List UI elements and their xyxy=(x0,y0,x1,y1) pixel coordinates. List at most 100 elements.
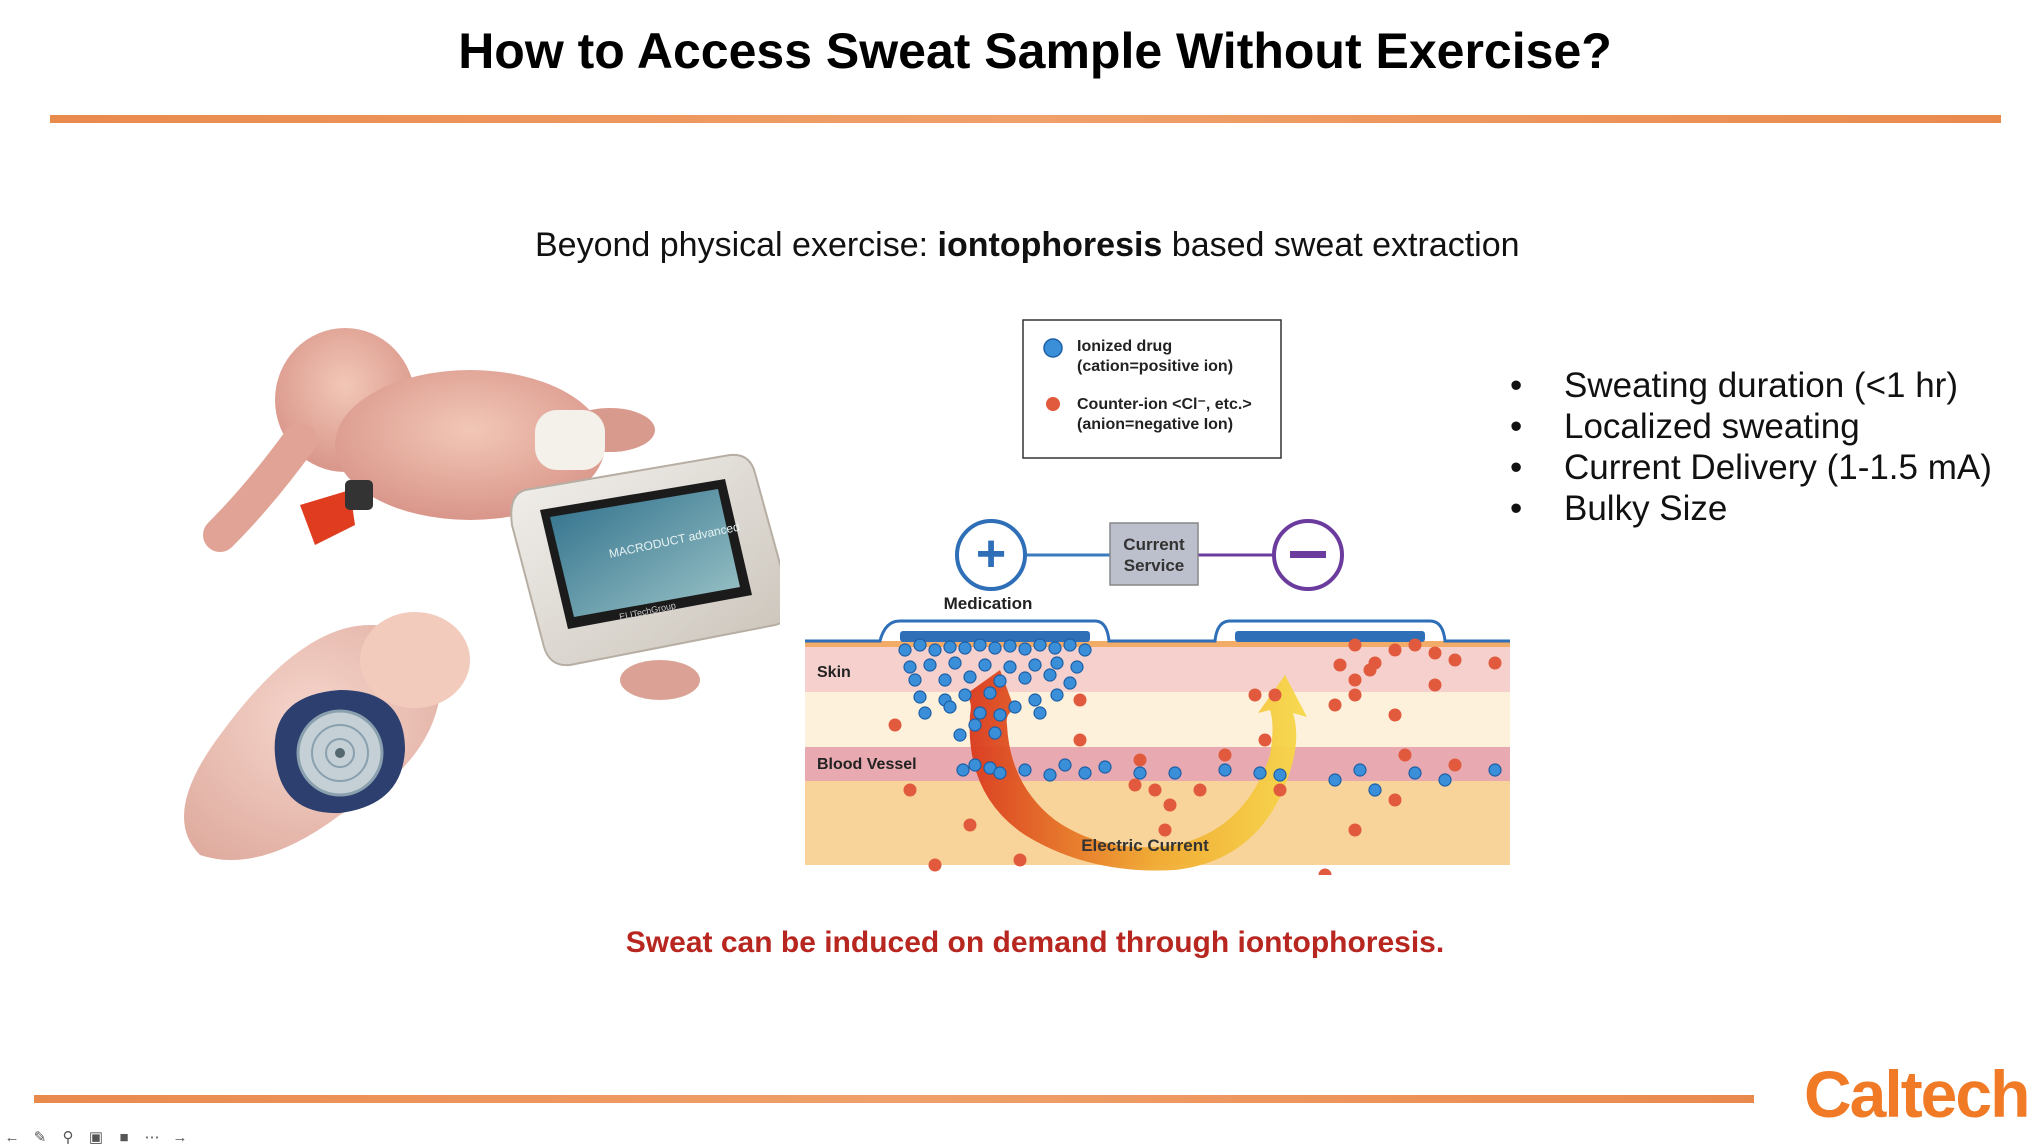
baby-foot xyxy=(620,660,700,700)
counter-ion xyxy=(1348,638,1362,652)
drug-ion xyxy=(1098,760,1112,774)
drug-ion xyxy=(956,763,970,777)
more-icon[interactable]: ⋯ xyxy=(144,1129,160,1146)
forward-icon[interactable]: → xyxy=(172,1129,188,1146)
counter-ion xyxy=(1148,783,1162,797)
cc-icon[interactable]: ▣ xyxy=(88,1129,104,1146)
drug-ion xyxy=(1050,688,1064,702)
infant-fist xyxy=(360,612,470,708)
drug-ion xyxy=(1078,766,1092,780)
drug-ion xyxy=(1050,656,1064,670)
drug-ion xyxy=(1028,693,1042,707)
wrist-sweat-collector xyxy=(274,690,405,814)
drug-ion xyxy=(1218,763,1232,777)
legend-drug-line2: (cation=positive ion) xyxy=(1077,358,1233,375)
drug-ion xyxy=(928,643,942,657)
counter-ion xyxy=(1163,798,1177,812)
electrode-clip xyxy=(345,480,373,510)
drug-ion xyxy=(948,656,962,670)
drug-ion xyxy=(1078,643,1092,657)
drug-ion xyxy=(1043,668,1057,682)
counter-ion xyxy=(1388,793,1402,807)
zoom-icon[interactable]: ⚲ xyxy=(62,1129,74,1146)
drug-ion xyxy=(943,700,957,714)
bottom-divider xyxy=(34,1095,1754,1103)
drug-ion xyxy=(913,638,927,652)
drug-ion xyxy=(983,686,997,700)
counter-ion xyxy=(1268,688,1282,702)
drug-ion xyxy=(938,673,952,687)
counter-ion xyxy=(1328,698,1342,712)
counter-ion xyxy=(1398,748,1412,762)
slide-title: How to Access Sweat Sample Without Exerc… xyxy=(458,23,1612,79)
drug-ion xyxy=(913,690,927,704)
drug-ion xyxy=(1253,766,1267,780)
legend-counter-line2: (anion=negative Ion) xyxy=(1077,416,1233,433)
drug-ion xyxy=(923,658,937,672)
electric-current-arrow xyxy=(965,670,1307,871)
counter-ion xyxy=(903,783,917,797)
counter-ion xyxy=(1488,656,1502,670)
presentation-toolbar: ← ✎ ⚲ ▣ ■ ⋯ → xyxy=(2,1128,190,1148)
drug-ion xyxy=(993,708,1007,722)
drug-legend-dot xyxy=(1043,338,1063,358)
caltech-logo: Caltech xyxy=(1804,1057,2030,1131)
drug-ion xyxy=(1063,638,1077,652)
drug-ion xyxy=(973,706,987,720)
top-divider xyxy=(50,115,2001,123)
counter-ion xyxy=(1013,853,1027,867)
back-icon[interactable]: ← xyxy=(4,1129,20,1146)
pen-icon[interactable]: ✎ xyxy=(33,1129,47,1146)
drug-ion xyxy=(1028,658,1042,672)
blood-vessel-layer xyxy=(805,747,1510,781)
drug-ion xyxy=(1008,700,1022,714)
counter-ion xyxy=(1348,688,1362,702)
bullet-item: Localized sweating xyxy=(1510,406,1992,447)
counter-ion xyxy=(1408,638,1422,652)
drug-ion xyxy=(988,641,1002,655)
drug-ion xyxy=(958,688,972,702)
counter-ion xyxy=(1348,673,1362,687)
drug-ion xyxy=(903,660,917,674)
slide-subtitle: Beyond physical exercise: iontophoresis … xyxy=(535,226,1520,265)
counter-ion xyxy=(928,858,942,872)
subtitle-prefix: Beyond physical exercise: xyxy=(535,226,938,264)
current-box-line2: Service xyxy=(1124,556,1185,575)
footnote: Sweat can be induced on demand through i… xyxy=(625,926,1445,959)
diagram-legend: Ionized drug (cation=positive ion) Count… xyxy=(1022,319,1282,459)
counter-ion xyxy=(1218,748,1232,762)
electric-current-label: Electric Current xyxy=(1081,836,1209,855)
baby-arm xyxy=(203,423,317,552)
drug-ion xyxy=(1043,768,1057,782)
counter-ion xyxy=(1388,708,1402,722)
drug-ion xyxy=(993,766,1007,780)
bullet-list: Sweating duration (<1 hr) Localized swea… xyxy=(1510,365,1992,529)
current-box-line1: Current xyxy=(1123,535,1185,554)
counter-ion xyxy=(1193,783,1207,797)
drug-ion xyxy=(918,706,932,720)
counter-legend-dot xyxy=(1046,397,1060,411)
counter-ion xyxy=(1428,646,1442,660)
skin-label: Skin xyxy=(817,664,851,681)
drug-ion xyxy=(943,640,957,654)
counter-ion xyxy=(1348,823,1362,837)
drug-ion xyxy=(1003,660,1017,674)
plus-sign: + xyxy=(976,525,1006,583)
subtitle-suffix: based sweat extraction xyxy=(1162,226,1520,264)
ion-particles xyxy=(888,638,1502,875)
drug-ion xyxy=(968,718,982,732)
subtitle-bold: iontophoresis xyxy=(937,226,1163,264)
counter-ion xyxy=(1448,653,1462,667)
drug-ion xyxy=(1488,763,1502,777)
drug-ion xyxy=(1070,660,1084,674)
counter-ion xyxy=(1258,733,1272,747)
blood-vessel-label: Blood Vessel xyxy=(817,756,917,773)
bullet-item: Bulky Size xyxy=(1510,488,1992,529)
drug-ion xyxy=(1033,638,1047,652)
legend-counter-line1: Counter-ion <Cl⁻, etc.> xyxy=(1077,396,1252,413)
counter-ion xyxy=(888,718,902,732)
camera-icon[interactable]: ■ xyxy=(119,1129,129,1146)
drug-ion xyxy=(1328,773,1342,787)
counter-ion xyxy=(1133,753,1147,767)
counter-ion xyxy=(1073,733,1087,747)
